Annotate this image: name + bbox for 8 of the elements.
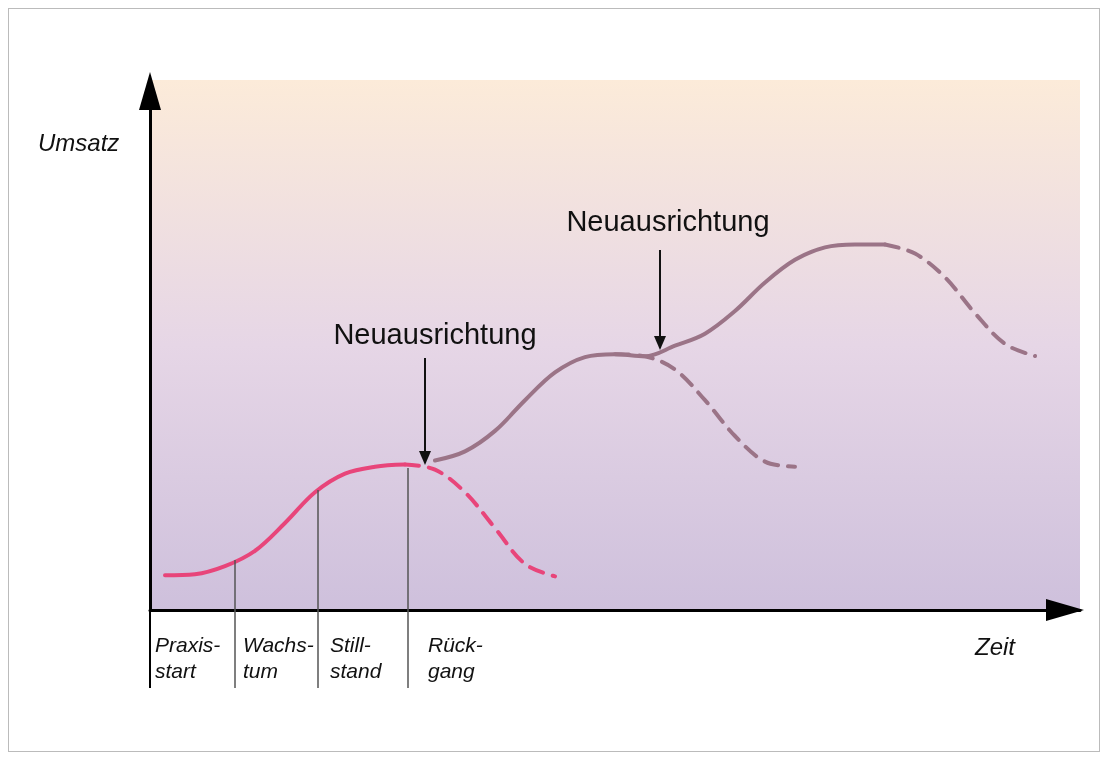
text: Rück-gang <box>428 632 484 684</box>
x-axis-title: Zeit <box>974 632 1017 660</box>
text: Praxis-start <box>155 632 221 684</box>
y-axis-title: Umsatz <box>38 128 120 156</box>
text: Neuausrichtung <box>565 205 771 238</box>
text: Wachs-tum <box>243 632 314 684</box>
annotation: Neuausrichtung <box>332 318 538 351</box>
text: Still-stand <box>330 632 383 684</box>
